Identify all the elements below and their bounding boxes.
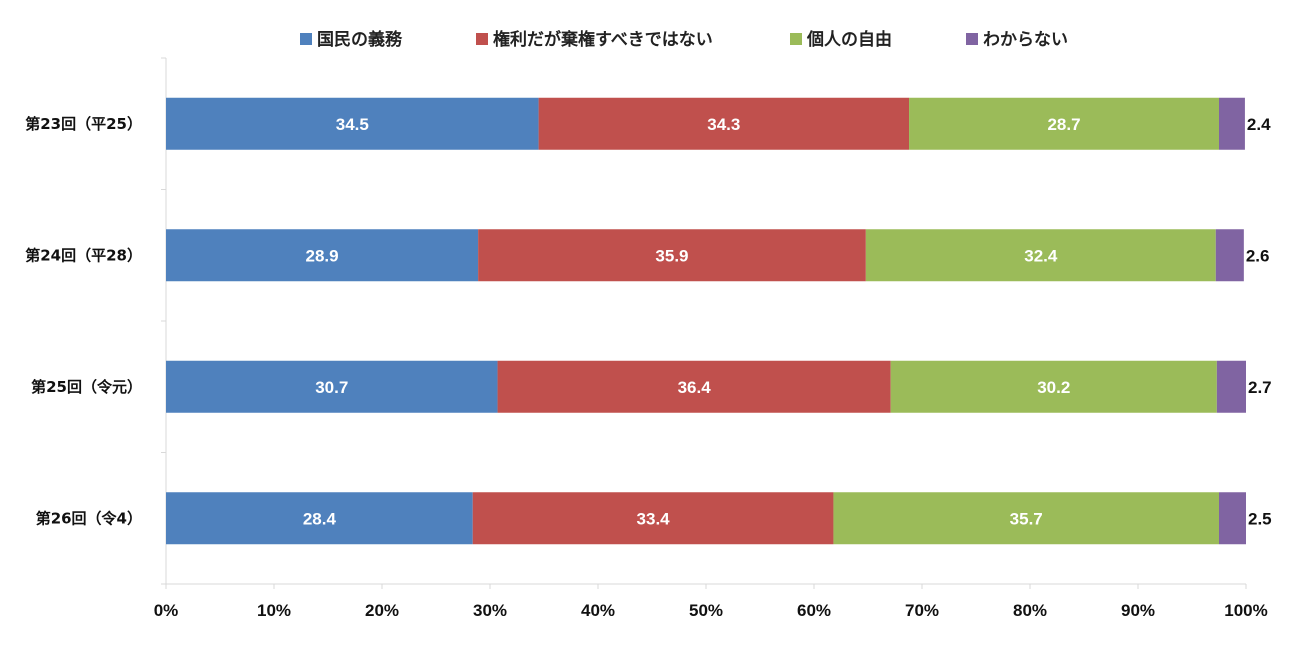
bar-segment <box>472 492 834 545</box>
bar-segment <box>497 360 891 413</box>
x-tick-label: 10% <box>257 601 291 620</box>
x-axis-ticks: 0% 10% 20% 30% 40% 50% 60% 70% 80% 90% 100% <box>154 584 1268 620</box>
x-tick-label: 20% <box>365 601 399 620</box>
bar-segment <box>478 229 866 282</box>
bar-segment <box>890 360 1217 413</box>
data-label: 2.5 <box>1248 509 1272 528</box>
data-label: 36.4 <box>678 378 712 397</box>
bar-segment <box>1216 360 1246 413</box>
bar-segment <box>166 229 479 282</box>
legend-label: わからない <box>983 30 1068 50</box>
bar-segment <box>1215 229 1244 282</box>
data-label: 2.6 <box>1246 246 1270 265</box>
x-tick-label: 40% <box>581 601 615 620</box>
bar-segment <box>538 97 910 150</box>
data-label: 33.4 <box>637 509 671 528</box>
legend-label: 権利だが棄権すべきではない <box>493 29 713 50</box>
data-label: 30.2 <box>1037 378 1070 397</box>
legend: 国民の義務 権利だが棄権すべきではない 個人の自由 わからない <box>300 29 1068 50</box>
bar-segment <box>166 492 473 545</box>
x-tick-label: 80% <box>1013 601 1047 620</box>
data-label: 32.4 <box>1024 246 1058 265</box>
legend-swatch <box>476 33 488 45</box>
bars <box>166 97 1246 545</box>
data-label: 28.9 <box>306 246 339 265</box>
data-label: 28.4 <box>303 509 337 528</box>
legend-label: 国民の義務 <box>317 29 403 50</box>
x-tick-label: 30% <box>473 601 507 620</box>
category-label: 第23回（平25） <box>25 115 142 133</box>
data-label: 2.7 <box>1248 378 1272 397</box>
bar-segment <box>1219 97 1245 150</box>
bar-segment <box>833 492 1219 545</box>
legend-swatch <box>790 33 802 45</box>
data-labels: 34.5 34.3 28.7 2.4 28.9 35.9 32.4 2.6 30.7 36.4 30… <box>303 115 1272 529</box>
category-label: 第26回（令4） <box>36 509 142 527</box>
bar-segment <box>865 229 1216 282</box>
bar-segment <box>166 97 539 150</box>
legend-swatch <box>300 33 312 45</box>
category-label: 第25回（令元） <box>31 378 142 396</box>
data-label: 30.7 <box>315 378 348 397</box>
data-label: 35.7 <box>1010 509 1043 528</box>
data-label: 2.4 <box>1247 115 1271 134</box>
x-tick-label: 0% <box>154 601 179 620</box>
legend-label: 個人の自由 <box>806 29 892 50</box>
bar-segment <box>909 97 1219 150</box>
data-label: 34.5 <box>336 115 369 134</box>
y-axis-ticks <box>161 57 166 585</box>
x-tick-label: 50% <box>689 601 723 620</box>
x-tick-label: 90% <box>1121 601 1155 620</box>
data-label: 34.3 <box>707 115 740 134</box>
x-tick-label: 100% <box>1224 601 1267 620</box>
x-tick-label: 70% <box>905 601 939 620</box>
category-labels: 第23回（平25） 第24回（平28） 第25回（令元） 第26回（令4） <box>25 115 142 528</box>
data-label: 28.7 <box>1047 115 1080 134</box>
legend-swatch <box>966 33 978 45</box>
data-label: 35.9 <box>655 246 688 265</box>
category-label: 第24回（平28） <box>25 246 142 264</box>
bar-segment <box>1219 492 1246 545</box>
bar-segment <box>166 360 498 413</box>
x-tick-label: 60% <box>797 601 831 620</box>
